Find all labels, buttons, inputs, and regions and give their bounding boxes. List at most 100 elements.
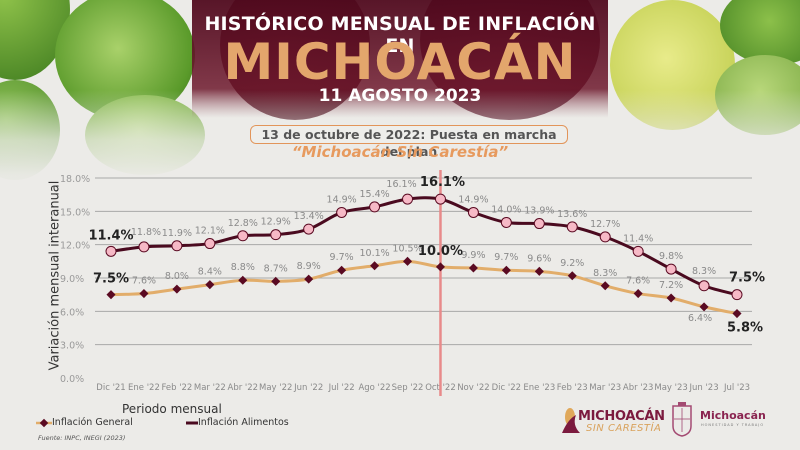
data-label-highlight: 11.4%	[88, 228, 133, 243]
data-point-general	[567, 271, 577, 281]
data-point-general	[205, 280, 215, 290]
data-point-general	[666, 293, 676, 303]
data-point-general	[304, 274, 314, 284]
legend-label-alimentos: Inflación Alimentos	[198, 417, 289, 428]
title-line-2: MICHOACÁN	[223, 33, 577, 91]
data-point-general	[106, 290, 116, 300]
data-point-alimentos	[171, 240, 183, 252]
data-label: 8.0%	[165, 271, 189, 282]
data-label-highlight: 7.5%	[729, 271, 765, 286]
data-point-alimentos	[500, 216, 512, 228]
general-series-icon	[36, 418, 52, 427]
x-tick-label: Abr '22	[228, 383, 259, 393]
x-tick-label: May '23	[654, 383, 687, 393]
data-point-alimentos	[369, 201, 381, 213]
data-label: 7.6%	[132, 276, 156, 287]
data-point-alimentos	[270, 229, 282, 241]
data-label: 8.4%	[198, 267, 222, 278]
corn-icon	[562, 408, 580, 433]
chart-legend: Inflación General Inflación Alimentos	[36, 417, 289, 428]
data-point-general	[172, 284, 182, 294]
data-label: 10.1%	[359, 248, 389, 259]
gov-brand: Michoacán	[700, 409, 766, 422]
x-tick-label: Sep '22	[392, 383, 424, 393]
data-label-highlight: 5.8%	[727, 321, 763, 336]
data-label: 9.6%	[527, 253, 551, 264]
data-label: 15.4%	[359, 189, 389, 200]
sin-carestia-logo: MICHOACÁN SIN CARESTÍA	[560, 403, 695, 439]
data-point-alimentos	[599, 231, 611, 243]
x-tick-label: Nov '22	[457, 383, 489, 393]
logo-sub: SIN CARESTÍA	[586, 423, 662, 434]
data-point-alimentos	[204, 238, 216, 250]
data-label: 12.1%	[195, 226, 225, 237]
data-label: 12.7%	[590, 219, 620, 230]
x-tick-label: Mar '23	[589, 383, 621, 393]
plan-note: 13 de octubre de 2022: Puesta en marcha …	[250, 125, 568, 159]
data-point-alimentos	[237, 230, 249, 242]
data-point-alimentos	[138, 241, 150, 253]
logo-brand: MICHOACÁN	[578, 409, 665, 424]
data-label: 8.7%	[264, 263, 288, 274]
data-label: 6.4%	[688, 313, 712, 324]
x-tick-label: Jun '23	[688, 383, 718, 393]
y-axis-label: Variación mensual interanual	[47, 180, 63, 371]
data-point-general	[732, 309, 742, 319]
title-line-1: HISTÓRICO MENSUAL DE INFLACIÓN EN	[204, 13, 596, 57]
data-point-general	[370, 261, 380, 271]
data-label: 9.8%	[659, 251, 683, 262]
data-label: 11.9%	[162, 228, 192, 239]
gov-motto: HONESTIDAD Y TRABAJO	[701, 423, 765, 427]
data-label: 7.6%	[626, 276, 650, 287]
data-label: 9.7%	[494, 252, 518, 263]
data-point-alimentos	[533, 218, 545, 230]
data-label: 13.9%	[524, 206, 554, 217]
data-label: 14.9%	[327, 194, 357, 205]
data-point-alimentos	[303, 223, 315, 235]
data-label: 13.6%	[557, 209, 587, 220]
x-tick-label: May '22	[259, 383, 292, 393]
data-point-alimentos	[566, 221, 578, 233]
y-tick-label: 6.0%	[60, 307, 84, 318]
data-label: 14.9%	[458, 194, 488, 205]
x-tick-label: Dic '22	[492, 383, 521, 393]
data-label: 16.1%	[386, 179, 416, 190]
data-label: 10.5%	[392, 243, 422, 254]
legend-item-alimentos: Inflación Alimentos	[186, 417, 289, 428]
data-label: 12.8%	[228, 218, 258, 229]
data-point-alimentos	[105, 245, 117, 257]
data-point-general	[633, 289, 643, 299]
coat-of-arms-icon	[672, 402, 692, 437]
x-tick-label: Feb '22	[161, 383, 192, 393]
x-tick-label: Ene '23	[523, 383, 555, 393]
x-tick-label: Abr '23	[623, 383, 654, 393]
data-point-general	[501, 265, 511, 275]
y-tick-label: 12.0%	[60, 241, 90, 252]
data-point-alimentos	[402, 193, 414, 205]
data-point-general	[403, 256, 413, 266]
x-tick-label: Ene '22	[128, 383, 160, 393]
data-label: 12.9%	[261, 217, 291, 228]
y-tick-label: 0.0%	[60, 374, 84, 385]
y-tick-label: 9.0%	[60, 274, 84, 285]
x-tick-label: Feb '23	[557, 383, 588, 393]
data-label: 8.9%	[297, 261, 321, 272]
x-axis-label: Periodo mensual	[122, 402, 222, 416]
data-point-general	[435, 262, 445, 272]
alimentos-series-icon	[186, 421, 198, 424]
data-point-general	[238, 275, 248, 285]
y-tick-label: 18.0%	[60, 174, 90, 185]
data-label: 8.3%	[593, 268, 617, 279]
y-tick-label: 15.0%	[60, 207, 90, 218]
data-point-general	[468, 263, 478, 273]
source-note: Fuente: INPC, INEGI (2023)	[38, 434, 126, 442]
data-point-alimentos	[336, 206, 348, 218]
x-tick-label: Jul '22	[328, 383, 355, 393]
data-label: 9.9%	[461, 250, 485, 261]
data-label: 9.2%	[560, 258, 584, 269]
data-label-highlight: 10.0%	[418, 244, 463, 259]
data-label-highlight: 7.5%	[93, 272, 129, 287]
data-label: 13.4%	[294, 211, 324, 222]
data-point-alimentos	[731, 289, 743, 301]
